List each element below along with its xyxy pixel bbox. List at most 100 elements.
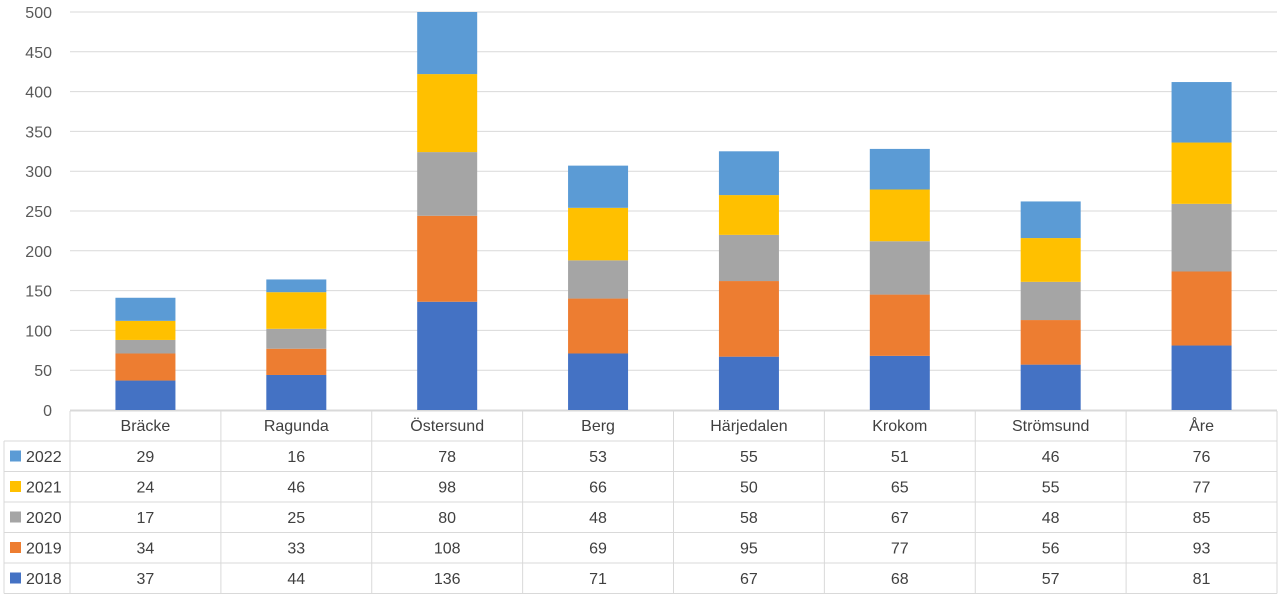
bar-segment bbox=[869, 148, 930, 190]
y-tick-label: 0 bbox=[43, 403, 52, 420]
bar-segment bbox=[568, 353, 629, 410]
bar-segment bbox=[568, 165, 629, 208]
bar-segment bbox=[115, 320, 176, 340]
bar-segment bbox=[1020, 364, 1081, 410]
bar-segment bbox=[1171, 203, 1232, 272]
bar-segment bbox=[115, 297, 176, 321]
bar-segment bbox=[568, 260, 629, 299]
bar-segment bbox=[1171, 142, 1232, 204]
data-table-value: 78 bbox=[438, 449, 456, 466]
bar-segment bbox=[115, 380, 176, 410]
bar-segment bbox=[1020, 281, 1081, 321]
legend-key bbox=[10, 542, 21, 553]
bar-segment bbox=[869, 189, 930, 242]
data-table: Bräcke Ragunda Östersund Berg Härjedalen Krok… bbox=[3, 410, 1278, 594]
y-tick-label: 100 bbox=[25, 323, 52, 340]
data-table-value: 51 bbox=[891, 449, 909, 466]
bar-segment bbox=[417, 74, 478, 153]
data-table-value: 95 bbox=[740, 541, 758, 558]
data-table-value: 33 bbox=[287, 541, 305, 558]
y-tick-label: 150 bbox=[25, 284, 52, 301]
data-table-value: 108 bbox=[434, 541, 461, 558]
y-tick-label: 300 bbox=[25, 164, 52, 181]
category-label: Strömsund bbox=[1012, 418, 1089, 435]
data-table-value: 80 bbox=[438, 510, 456, 527]
data-table-value: 77 bbox=[1193, 480, 1211, 497]
bar-segment bbox=[718, 281, 779, 357]
bar-segment bbox=[266, 328, 327, 349]
data-table-value: 65 bbox=[891, 480, 909, 497]
legend-label: 2018 bbox=[26, 571, 62, 588]
bar-segment bbox=[266, 374, 327, 410]
y-tick-label: 350 bbox=[25, 124, 52, 141]
bar-segment bbox=[266, 279, 327, 293]
y-tick-label: 200 bbox=[25, 244, 52, 261]
bar-segment bbox=[1020, 238, 1081, 282]
data-table-value: 48 bbox=[589, 510, 607, 527]
data-table-value: 68 bbox=[891, 571, 909, 588]
data-table-value: 55 bbox=[740, 449, 758, 466]
data-table-value: 29 bbox=[137, 449, 155, 466]
legend-key bbox=[10, 481, 21, 492]
bar-segment bbox=[718, 234, 779, 282]
category-label: Östersund bbox=[410, 417, 484, 435]
data-table-value: 46 bbox=[1042, 449, 1060, 466]
bar-segment bbox=[869, 294, 930, 356]
y-tick-label: 400 bbox=[25, 85, 52, 102]
data-table-value: 46 bbox=[287, 480, 305, 497]
bar-segment bbox=[869, 241, 930, 295]
data-table-value: 69 bbox=[589, 541, 607, 558]
data-table-value: 67 bbox=[891, 510, 909, 527]
y-tick-label: 450 bbox=[25, 45, 52, 62]
bar-segment bbox=[417, 215, 478, 302]
y-tick-label: 50 bbox=[34, 363, 52, 380]
data-table-value: 55 bbox=[1042, 480, 1060, 497]
bar-segment bbox=[718, 195, 779, 235]
data-table-value: 57 bbox=[1042, 571, 1060, 588]
bar-segment bbox=[417, 301, 478, 410]
bar-segment bbox=[417, 152, 478, 216]
category-label: Krokom bbox=[872, 418, 927, 435]
bar-segment bbox=[266, 292, 327, 329]
legend-label: 2020 bbox=[26, 510, 62, 527]
data-table-value: 50 bbox=[740, 480, 758, 497]
bar-segment bbox=[718, 151, 779, 196]
legend-key bbox=[10, 450, 21, 462]
legend-label: 2022 bbox=[26, 449, 62, 466]
bar-segment bbox=[568, 298, 629, 354]
y-axis-ticks: 0 50 100 150 200 250 300 350 400 450 500 bbox=[25, 5, 52, 420]
data-table-value: 85 bbox=[1193, 510, 1211, 527]
category-label: Härjedalen bbox=[710, 418, 787, 435]
data-table-value: 17 bbox=[137, 510, 155, 527]
bar-segment bbox=[266, 348, 327, 375]
legend-label: 2021 bbox=[26, 480, 62, 497]
bar-segment bbox=[1171, 82, 1232, 143]
bars bbox=[115, 12, 1232, 410]
data-table-value: 56 bbox=[1042, 541, 1060, 558]
category-label: Berg bbox=[581, 418, 615, 435]
bar-segment bbox=[1020, 201, 1081, 239]
data-table-value: 16 bbox=[287, 449, 305, 466]
gridlines bbox=[70, 11, 1277, 411]
data-table-value: 37 bbox=[137, 571, 155, 588]
data-table-value: 76 bbox=[1193, 449, 1211, 466]
category-label: Ragunda bbox=[264, 418, 329, 435]
data-table-value: 25 bbox=[287, 510, 305, 527]
data-table-value: 67 bbox=[740, 571, 758, 588]
bar-segment bbox=[1020, 320, 1081, 365]
y-tick-label: 500 bbox=[25, 5, 52, 22]
bar-segment bbox=[869, 355, 930, 410]
data-table-value: 58 bbox=[740, 510, 758, 527]
data-table-value: 71 bbox=[589, 571, 607, 588]
legend-label: 2019 bbox=[26, 541, 62, 558]
data-table-value: 77 bbox=[891, 541, 909, 558]
bar-segment bbox=[1171, 271, 1232, 346]
data-table-value: 66 bbox=[589, 480, 607, 497]
category-label: Åre bbox=[1189, 416, 1214, 435]
data-table-value: 34 bbox=[137, 541, 155, 558]
bar-segment bbox=[1171, 345, 1232, 410]
legend-key bbox=[10, 572, 21, 584]
bar-segment bbox=[115, 353, 176, 381]
data-table-value: 24 bbox=[137, 480, 155, 497]
